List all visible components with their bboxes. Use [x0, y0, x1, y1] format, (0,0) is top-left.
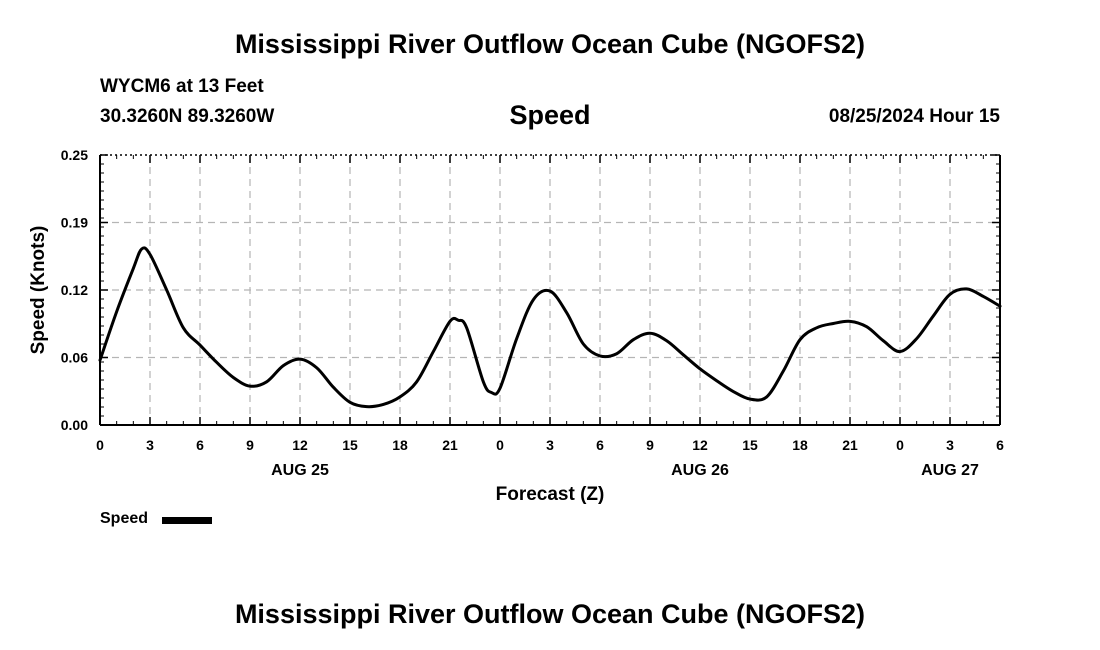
- station-coordinates: 30.3260N 89.3260W: [100, 106, 275, 127]
- x-tick-label: 3: [146, 437, 154, 453]
- x-tick-label: 12: [692, 437, 708, 453]
- series-line-speed: [98, 246, 1002, 409]
- date-label: AUG 25: [271, 462, 329, 479]
- x-tick-label: 21: [842, 437, 858, 453]
- x-axis-label: Forecast (Z): [496, 484, 605, 505]
- x-tick-label: 0: [496, 437, 504, 453]
- legend-swatch: [162, 517, 212, 524]
- x-tick-label: 12: [292, 437, 308, 453]
- y-tick-label: 0.00: [61, 417, 88, 433]
- x-tick-label: 15: [342, 437, 358, 453]
- y-tick-label: 0.12: [61, 282, 88, 298]
- x-tick-label: 18: [392, 437, 408, 453]
- speed-chart: 0 3 6 9 12 15 18 21 0 3 6 9 12 15 18 21 0 3 6 0.00 0.06 0.12 0…: [28, 147, 1004, 505]
- chart-title: Speed: [509, 100, 591, 130]
- x-tick-label: 6: [596, 437, 604, 453]
- x-tick-label: 6: [996, 437, 1004, 453]
- footer-title: Mississippi River Outflow Ocean Cube (NG…: [234, 599, 866, 629]
- y-axis-label: Speed (Knots): [28, 226, 49, 355]
- x-tick-label: 9: [646, 437, 654, 453]
- date-label: AUG 27: [921, 462, 979, 479]
- station-label: WYCM6 at 13 Feet: [100, 76, 264, 97]
- date-label: AUG 26: [671, 462, 729, 479]
- y-tick-label: 0.19: [61, 215, 88, 231]
- y-tick-label: 0.06: [61, 350, 88, 366]
- page-title: Mississippi River Outflow Ocean Cube (NG…: [234, 29, 866, 59]
- x-tick-label: 15: [742, 437, 758, 453]
- x-tick-label: 3: [946, 437, 954, 453]
- legend-label: Speed: [100, 510, 149, 527]
- y-tick-label: 0.25: [61, 147, 88, 163]
- x-tick-label: 3: [546, 437, 554, 453]
- x-tick-label: 21: [442, 437, 458, 453]
- forecast-run-time: 08/25/2024 Hour 15: [828, 106, 1000, 127]
- x-tick-label: 18: [792, 437, 808, 453]
- x-tick-label: 0: [96, 437, 104, 453]
- x-tick-label: 0: [896, 437, 904, 453]
- x-tick-label: 9: [246, 437, 254, 453]
- x-tick-label: 6: [196, 437, 204, 453]
